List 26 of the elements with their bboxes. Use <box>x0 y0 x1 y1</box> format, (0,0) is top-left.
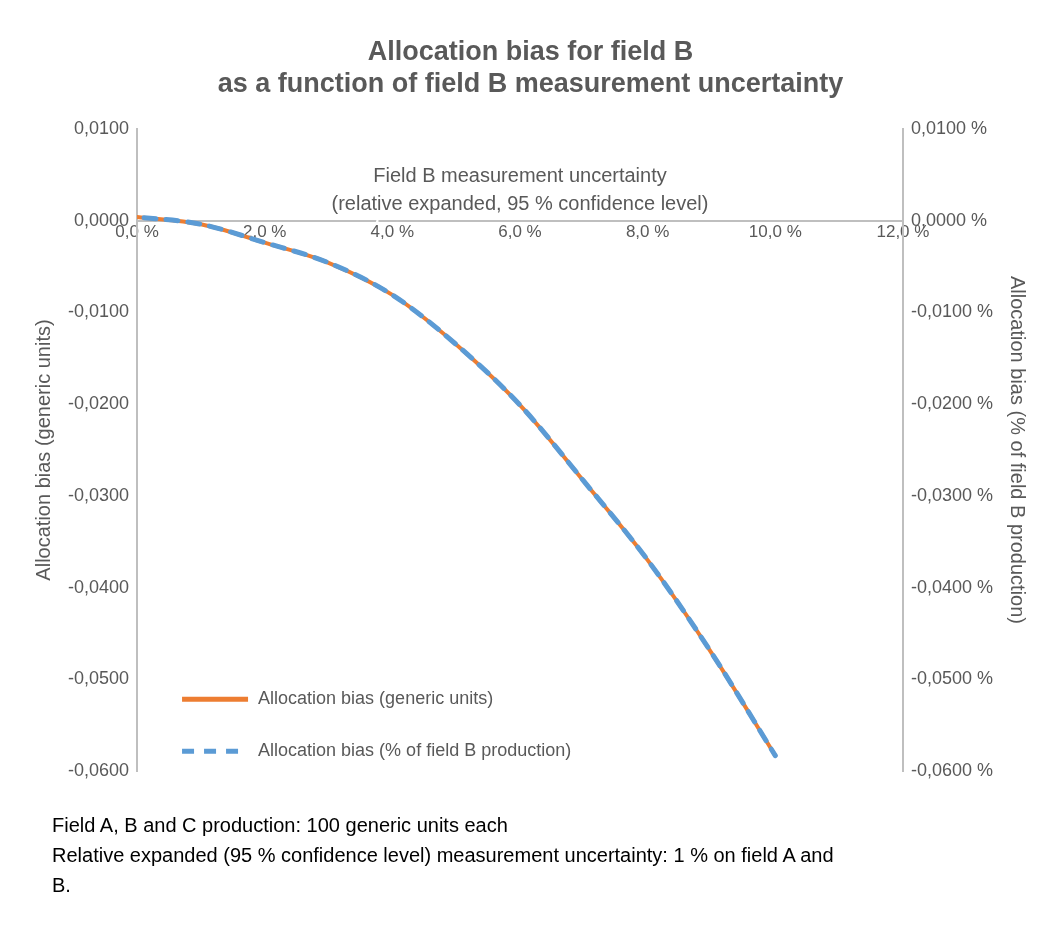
y-tick-label: 0,0100 <box>73 117 130 138</box>
y-tick-label: -0,0400 <box>67 576 130 597</box>
x-axis-title: Field B measurement uncertainty (relative expanded, 95 % confidence level) <box>331 164 709 215</box>
text: Relative expanded (95 % confidence level) measurement uncertainty: 1 % on field A and B. <box>52 843 835 898</box>
x-tick-label: 4,0 % <box>370 222 415 242</box>
y2-tick-label: -0,0300 % <box>910 484 994 505</box>
y-tick-label: -0,0100 <box>67 301 130 322</box>
y-tick-label: -0,0600 <box>67 760 130 781</box>
y2-tick-label: -0,0600 % <box>910 760 994 781</box>
y-axis-title: Allocation bias (generic units) <box>31 319 54 581</box>
y2-tick-label: -0,0500 % <box>910 668 994 689</box>
y2-axis-title: Allocation bias (% of field B production) <box>1007 276 1030 624</box>
y-tick-label: -0,0300 <box>67 484 130 505</box>
y2-tick-label: -0,0100 % <box>910 301 994 322</box>
y-tick-label: -0,0500 <box>67 668 130 689</box>
y-tick-label: -0,0200 <box>67 393 130 414</box>
x-tick-label: 6,0 % <box>498 222 542 242</box>
legend-label: Allocation bias (generic units) <box>258 688 494 709</box>
y2-tick-label: -0,0200 % <box>910 393 994 414</box>
chart-title: Allocation bias for field B as a function of field B measurement uncertainty <box>217 35 844 99</box>
text: Field A, B and C production: 100 generic units each <box>52 813 509 838</box>
legend-label: Allocation bias (% of field B production) <box>258 740 572 761</box>
x-tick-label: 10,0 % <box>748 222 802 242</box>
y2-tick-label: -0,0400 % <box>910 576 994 597</box>
y2-tick-label: 0,0100 % <box>910 117 988 138</box>
x-tick-label: 8,0 % <box>625 222 670 242</box>
